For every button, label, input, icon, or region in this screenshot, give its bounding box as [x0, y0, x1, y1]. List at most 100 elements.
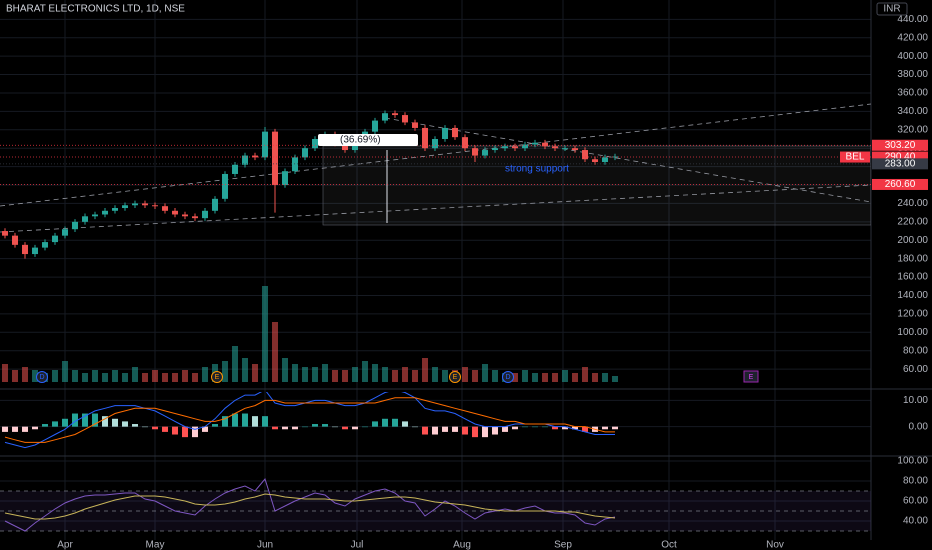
event-label: E: [215, 374, 220, 381]
candle-body: [552, 146, 558, 149]
macd-histogram-bar: [512, 426, 518, 430]
annotation: strong support: [505, 164, 569, 175]
macd-histogram-bar: [232, 413, 238, 427]
macd-histogram-bar: [262, 416, 268, 427]
candle-body: [232, 164, 238, 174]
macd-histogram-bar: [92, 413, 98, 427]
event-marker[interactable]: [743, 370, 759, 383]
macd-histogram-bar: [432, 426, 438, 435]
macd-histogram-bar: [12, 426, 18, 432]
macd-histogram-bar: [402, 421, 408, 427]
candle-body: [482, 150, 488, 156]
macd-histogram-bar: [382, 418, 388, 427]
volume-bar: [12, 370, 18, 382]
volume-bar: [402, 367, 408, 382]
macd-histogram-bar: [412, 426, 418, 428]
macd-histogram-bar: [152, 426, 158, 430]
macd-histogram-bar: [342, 426, 348, 430]
volume-bar: [52, 370, 58, 382]
macd-histogram-bar: [102, 416, 108, 427]
macd-histogram-bar: [52, 421, 58, 427]
macd-histogram-bar: [222, 416, 228, 427]
y-tick-label: 320.00: [897, 124, 928, 135]
volume-bar: [292, 364, 298, 382]
macd-histogram-bar: [32, 426, 38, 430]
candle-body: [582, 150, 588, 160]
macd-histogram-bar: [422, 426, 428, 435]
candle-body: [312, 138, 318, 149]
x-tick-label: Nov: [766, 540, 784, 550]
candle-body: [372, 120, 378, 132]
volume-bar: [352, 367, 358, 382]
candle-body: [412, 122, 418, 128]
price-level-box: [872, 139, 928, 151]
y-tick-label: 100.00: [897, 456, 928, 467]
macd-histogram-bar: [482, 426, 488, 438]
volume-bar: [532, 373, 538, 382]
volume-bar: [162, 373, 168, 382]
candle-body: [62, 229, 68, 236]
candle-body: [82, 216, 88, 222]
event-marker[interactable]: [211, 371, 223, 383]
volume-bar: [182, 370, 188, 382]
macd-histogram-bar: [202, 426, 208, 432]
x-tick-label: Aug: [453, 540, 471, 550]
y-tick-label: 440.00: [897, 14, 928, 25]
candle-body: [152, 205, 158, 207]
candle-body: [222, 173, 228, 199]
candle-body: [202, 210, 208, 219]
volume-bar: [462, 367, 468, 382]
trend-line: [384, 117, 871, 203]
candle-body: [442, 127, 448, 139]
macd-histogram-bar: [212, 424, 218, 427]
candle-body: [262, 131, 268, 158]
y-tick-label: 10.00: [903, 395, 928, 406]
macd-histogram-bar: [42, 424, 48, 427]
event-marker[interactable]: [36, 371, 48, 383]
candle-body: [512, 146, 518, 149]
volume-bar: [412, 370, 418, 382]
candle-body: [282, 171, 288, 186]
macd-histogram-bar: [552, 426, 558, 430]
volume-bar: [242, 358, 248, 382]
x-tick-label: Oct: [661, 540, 677, 550]
volume-bar: [62, 361, 68, 382]
macd-histogram-bar: [372, 421, 378, 427]
trend-line: [0, 103, 871, 207]
event-marker[interactable]: [502, 371, 514, 383]
y-tick-label: 220.00: [897, 216, 928, 227]
y-tick-label: 100.00: [897, 327, 928, 338]
measure-label: (36.69%): [340, 135, 381, 146]
volume-bar: [312, 367, 318, 382]
macd-histogram-bar: [302, 426, 308, 428]
volume-bar: [252, 364, 258, 382]
candle-body: [252, 155, 258, 158]
volume-bar: [82, 373, 88, 382]
volume-bar: [172, 373, 178, 382]
y-tick-label: 140.00: [897, 290, 928, 301]
candle-body: [532, 142, 538, 145]
volume-bar: [202, 367, 208, 382]
indicator-line: [4, 397, 615, 443]
candle-body: [72, 221, 78, 230]
candle-body: [142, 203, 148, 206]
candle-body: [172, 210, 178, 215]
macd-histogram-bar: [352, 426, 358, 430]
y-tick-label: 180.00: [897, 253, 928, 264]
event-label: E: [453, 374, 458, 381]
price-level-box: [872, 158, 928, 170]
candle-body: [402, 115, 408, 123]
rsi-pane: [0, 477, 871, 532]
volume-bar: [32, 370, 38, 382]
price-level-label: 290.40: [885, 152, 916, 163]
y-tick-label: 400.00: [897, 51, 928, 62]
event-marker[interactable]: [449, 371, 461, 383]
drawings: [0, 103, 871, 233]
volume-bar: [392, 370, 398, 382]
y-tick-label: 420.00: [897, 32, 928, 43]
y-tick-label: 340.00: [897, 106, 928, 117]
candle-body: [212, 198, 218, 211]
trend-line: [0, 184, 871, 233]
macd-histogram-bar: [132, 424, 138, 427]
